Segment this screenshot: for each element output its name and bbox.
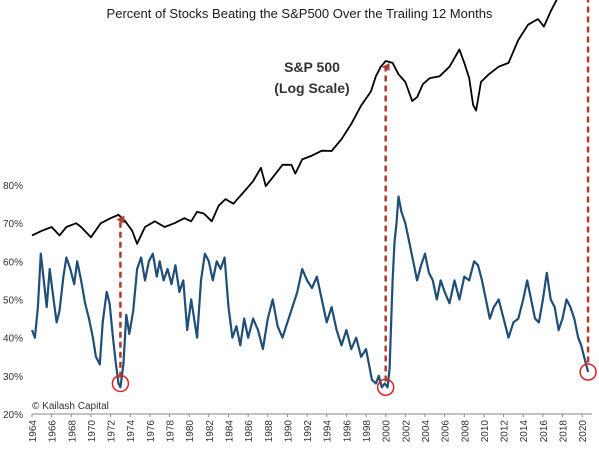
credit-label: © Kailash Capital xyxy=(32,401,109,412)
x-tick-label: 1984 xyxy=(224,420,235,443)
x-tick-label: 2020 xyxy=(578,420,589,443)
x-tick-label: 2018 xyxy=(559,420,570,443)
annotation-layer xyxy=(111,0,597,397)
x-tick-label: 1994 xyxy=(323,420,334,443)
x-tick-label: 1990 xyxy=(283,420,294,443)
x-tick-label: 2006 xyxy=(441,420,452,443)
y-tick-label: 30% xyxy=(3,372,23,383)
y-tick-label: 60% xyxy=(3,257,23,268)
x-tick-label: 2000 xyxy=(382,420,393,443)
y-tick-label: 80% xyxy=(3,181,23,192)
x-axis: 1964 1966 1968 1970 1972 1974 1976 1978 1980 1982… xyxy=(28,413,592,443)
x-tick-label: 1966 xyxy=(48,420,59,443)
x-tick-label: 1968 xyxy=(67,420,78,443)
pct-beating-line xyxy=(30,195,590,389)
y-axis: 20% 30% 40% 50% 60% 70% 80% xyxy=(3,181,23,421)
x-tick-label: 2010 xyxy=(480,420,491,443)
x-tick-label: 2002 xyxy=(401,420,412,443)
chart-title: Percent of Stocks Beating the S&P500 Ove… xyxy=(106,6,493,21)
x-tick-label: 1988 xyxy=(264,420,275,443)
x-tick-label: 1978 xyxy=(166,420,177,443)
y-tick-label: 70% xyxy=(3,219,23,230)
x-tick-label: 2014 xyxy=(519,420,530,443)
x-tick-label: 1992 xyxy=(303,420,314,443)
highlight-circle xyxy=(579,363,597,381)
sp500-line xyxy=(31,0,558,245)
x-tick-label: 2012 xyxy=(500,420,511,443)
x-tick-label: 1986 xyxy=(244,420,255,443)
highlight-circle xyxy=(376,378,395,397)
x-tick-label: 2016 xyxy=(539,420,550,443)
sp500-label-line2: (Log Scale) xyxy=(274,80,349,96)
sp500-label-line1: S&P 500 xyxy=(284,59,340,75)
y-tick-label: 20% xyxy=(3,410,23,421)
x-tick-label: 1972 xyxy=(107,420,118,443)
x-tick-label: 1976 xyxy=(146,420,157,443)
x-tick-label: 1998 xyxy=(362,420,373,443)
y-tick-label: 40% xyxy=(3,334,23,345)
x-tick-label: 2008 xyxy=(460,420,471,443)
x-tick-label: 1982 xyxy=(205,420,216,443)
x-tick-label: 1996 xyxy=(342,420,353,443)
y-tick-label: 50% xyxy=(3,296,23,307)
x-tick-label: 1970 xyxy=(87,420,98,443)
series-layer xyxy=(30,0,590,389)
x-tick-label: 1974 xyxy=(126,420,137,443)
x-tick-label: 2004 xyxy=(421,420,432,443)
x-tick-label: 1964 xyxy=(28,420,39,443)
x-tick-label: 1980 xyxy=(185,420,196,443)
